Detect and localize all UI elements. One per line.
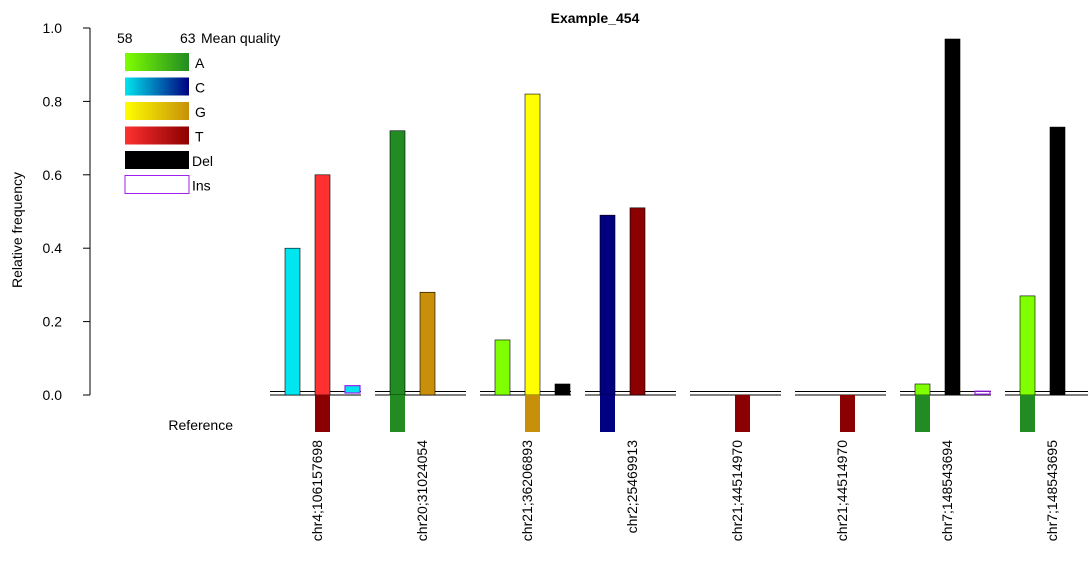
bar-del	[944, 38, 961, 396]
y-axis-label: Relative frequency	[9, 172, 25, 288]
bar-a	[389, 130, 406, 396]
category-label: chr21;44514970	[729, 440, 745, 541]
y-tick-label: 0.4	[43, 240, 63, 256]
category-label: chr2;25469913	[624, 440, 640, 534]
category-label: chr21;36206893	[519, 440, 535, 541]
bar-del	[554, 383, 571, 396]
bar-t	[629, 207, 646, 396]
category-label: chr7;148543695	[1044, 440, 1060, 541]
bar-ins	[974, 390, 991, 395]
bar-g	[419, 291, 436, 396]
legend-swatch-t	[125, 126, 189, 145]
bar-c	[599, 214, 616, 396]
legend-label-a: A	[195, 55, 205, 71]
legend-swatch-a	[125, 53, 189, 71]
reference-label: Reference	[168, 417, 233, 433]
reference-bar-t	[735, 395, 750, 432]
reference-bars	[315, 395, 1035, 432]
legend-label-t: T	[195, 129, 204, 145]
legend-label-g: G	[195, 104, 206, 120]
legend-label-c: C	[195, 80, 205, 96]
y-tick-label: 0.0	[43, 387, 63, 403]
bar-a	[1019, 295, 1036, 396]
bar-a	[494, 339, 511, 396]
y-tick-label: 0.8	[43, 93, 63, 109]
bar-del	[1049, 126, 1066, 396]
category-label: chr20;31024054	[414, 440, 430, 541]
category-label: chr7;148543694	[939, 440, 955, 541]
chart-title: Example_454	[551, 10, 640, 26]
bar-a	[914, 383, 931, 396]
y-tick-label: 1.0	[43, 20, 63, 36]
legend-max-label: 63	[180, 30, 196, 46]
bars	[284, 38, 1066, 396]
category-label: chr21;44514970	[834, 440, 850, 541]
y-tick-label: 0.6	[43, 167, 63, 183]
y-axis: 0.0 0.2 0.4 0.6 0.8 1.0	[43, 20, 91, 403]
legend-swatch-del	[125, 151, 189, 169]
legend-swatch-g	[125, 102, 189, 120]
reference-bar-a	[1020, 395, 1035, 432]
reference-bar-t	[315, 395, 330, 432]
legend-title: Mean quality	[201, 30, 280, 46]
reference-bar-a	[390, 395, 405, 432]
bar-ins	[344, 385, 361, 394]
reference-bar-c	[600, 395, 615, 432]
reference-bar-g	[525, 395, 540, 432]
legend-label-del: Del	[192, 153, 213, 169]
reference-bar-t	[840, 395, 855, 432]
reference-bar-a	[915, 395, 930, 432]
category-labels: chr4;106157698 chr20;31024054 chr21;362068…	[309, 440, 1060, 541]
legend-swatch-c	[125, 77, 189, 96]
bar-c	[284, 247, 301, 396]
legend-label-ins: Ins	[192, 178, 211, 194]
bar-t	[314, 174, 331, 396]
legend-min-label: 58	[117, 30, 133, 46]
legend-swatch-ins	[124, 175, 190, 194]
bar-g	[524, 93, 541, 396]
category-label: chr4;106157698	[309, 440, 325, 541]
y-tick-label: 0.2	[43, 314, 63, 330]
